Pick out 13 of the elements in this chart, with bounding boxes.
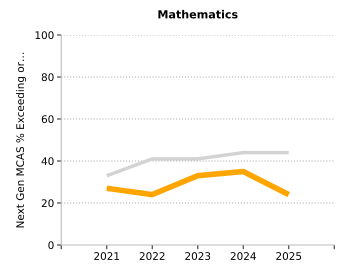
y-tick-label: 40 [42, 157, 54, 166]
y-axis-title: Next Gen MCAS % Exceeding or… [16, 52, 26, 228]
x-tick-label: 2024 [230, 252, 256, 260]
x-tick-label: 2022 [140, 252, 164, 260]
chart-title: Mathematics [158, 10, 238, 18]
y-tick-label: 80 [42, 73, 54, 82]
y-tick-label: 60 [42, 115, 54, 124]
y-tick-label: 100 [36, 31, 54, 40]
x-tick-label: 2025 [276, 252, 302, 260]
x-tick-label: 2023 [185, 252, 210, 260]
x-tick-label: 2021 [94, 252, 120, 260]
y-tick-label: 0 [48, 241, 54, 250]
y-tick-label: 20 [42, 199, 54, 208]
